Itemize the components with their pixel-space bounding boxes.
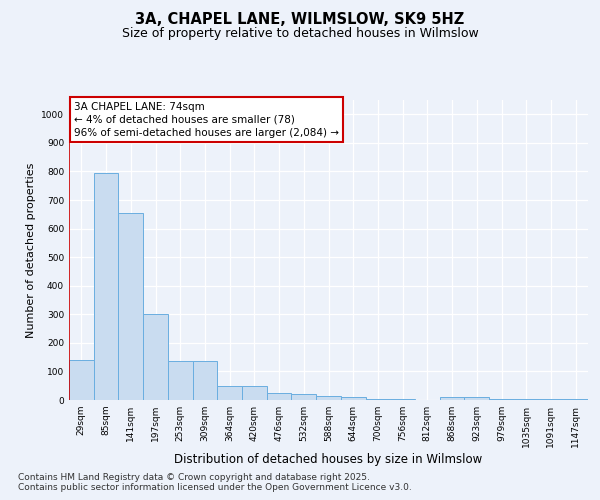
Bar: [390, 398, 415, 400]
Bar: [292, 394, 316, 400]
Bar: [514, 398, 539, 400]
Bar: [489, 398, 514, 400]
Bar: [563, 398, 588, 400]
Bar: [341, 397, 365, 400]
Bar: [316, 396, 341, 400]
Bar: [193, 362, 217, 400]
Bar: [94, 173, 118, 400]
Text: 3A, CHAPEL LANE, WILMSLOW, SK9 5HZ: 3A, CHAPEL LANE, WILMSLOW, SK9 5HZ: [136, 12, 464, 28]
X-axis label: Distribution of detached houses by size in Wilmslow: Distribution of detached houses by size …: [175, 452, 482, 466]
Bar: [168, 362, 193, 400]
Bar: [217, 386, 242, 400]
Bar: [464, 397, 489, 400]
Text: 3A CHAPEL LANE: 74sqm
← 4% of detached houses are smaller (78)
96% of semi-detac: 3A CHAPEL LANE: 74sqm ← 4% of detached h…: [74, 102, 339, 138]
Bar: [440, 397, 464, 400]
Bar: [539, 398, 563, 400]
Bar: [118, 213, 143, 400]
Bar: [143, 314, 168, 400]
Y-axis label: Number of detached properties: Number of detached properties: [26, 162, 35, 338]
Text: Size of property relative to detached houses in Wilmslow: Size of property relative to detached ho…: [122, 28, 478, 40]
Bar: [242, 386, 267, 400]
Bar: [69, 360, 94, 400]
Text: Contains HM Land Registry data © Crown copyright and database right 2025.: Contains HM Land Registry data © Crown c…: [18, 472, 370, 482]
Bar: [365, 398, 390, 400]
Bar: [267, 393, 292, 400]
Text: Contains public sector information licensed under the Open Government Licence v3: Contains public sector information licen…: [18, 484, 412, 492]
